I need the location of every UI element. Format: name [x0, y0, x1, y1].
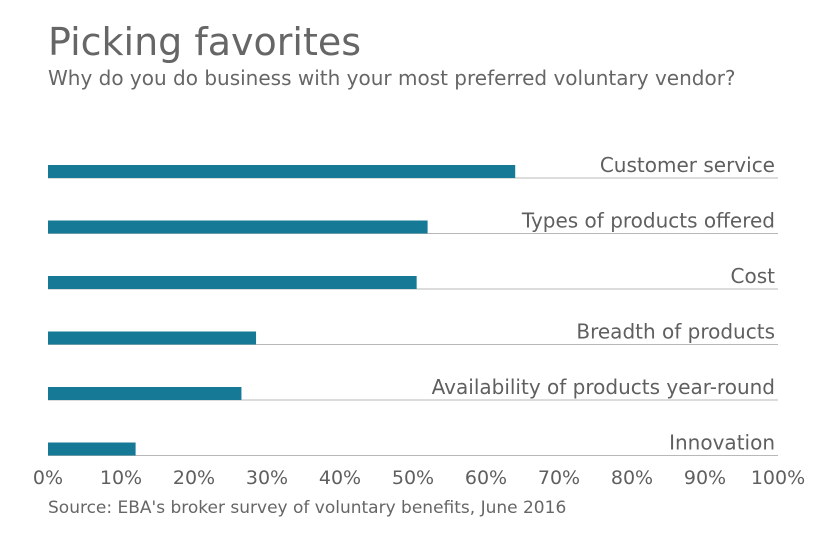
category-label: Innovation: [669, 431, 775, 455]
x-tick-label: 10%: [100, 467, 142, 489]
bar: [48, 276, 417, 289]
x-tick-label: 40%: [319, 467, 361, 489]
category-label: Cost: [731, 264, 776, 288]
bar: [48, 331, 257, 345]
bar: [48, 165, 516, 178]
x-tick-label: 30%: [246, 467, 288, 489]
x-tick-label: 20%: [173, 467, 215, 489]
source-note: Source: EBA's broker survey of voluntary…: [48, 498, 567, 518]
x-tick-label: 0%: [33, 467, 63, 489]
category-label: Customer service: [600, 153, 775, 177]
x-tick-label: 50%: [392, 467, 434, 489]
x-tick-label: 70%: [538, 467, 580, 489]
category-label: Availability of products year-round: [432, 375, 775, 399]
x-tick-label: 100%: [751, 467, 805, 489]
chart-title: Picking favorites: [48, 20, 362, 64]
bar: [48, 387, 242, 400]
bar: [48, 220, 428, 234]
x-tick-label: 90%: [684, 467, 726, 489]
category-label: Types of products offered: [521, 209, 775, 233]
x-tick-label: 80%: [611, 467, 653, 489]
bar: [48, 442, 136, 456]
chart-subtitle: Why do you do business with your most pr…: [48, 66, 736, 90]
category-label: Breadth of products: [576, 320, 775, 344]
x-tick-label: 60%: [465, 467, 507, 489]
